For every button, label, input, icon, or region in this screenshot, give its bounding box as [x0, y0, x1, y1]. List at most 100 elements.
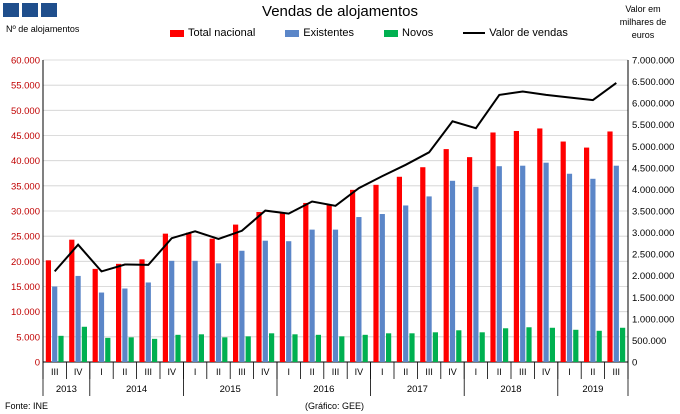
bar-total — [490, 132, 496, 362]
x-tick-label: IV — [74, 367, 83, 377]
logo-block — [22, 3, 38, 17]
bar-total — [373, 184, 379, 362]
bar-existentes — [356, 217, 362, 362]
legend-swatch-total — [170, 29, 184, 37]
bar-existentes — [169, 260, 175, 362]
y2-tick-label: 3.500.000 — [632, 207, 674, 218]
bar-total — [186, 232, 192, 362]
y2-tick-label: 1.500.000 — [632, 293, 674, 304]
legend-swatch-existentes — [285, 29, 300, 37]
legend-swatch-valor — [463, 32, 486, 34]
chart-title: Vendas de alojamentos — [262, 3, 418, 20]
y2-tick-label: 4.000.000 — [632, 185, 674, 196]
y-tick-label: 40.000 — [11, 156, 40, 167]
x-tick-label: II — [590, 367, 595, 377]
bar-existentes — [145, 282, 151, 362]
bar-total — [513, 130, 519, 362]
legend-item-total: Total nacional — [170, 27, 255, 39]
y2-tick-label: 2.000.000 — [632, 271, 674, 282]
y2-tick-label: 5.500.000 — [632, 120, 674, 131]
bar-novos — [315, 334, 321, 362]
bar-novos — [292, 334, 298, 362]
y-tick-label: 20.000 — [11, 257, 40, 268]
bar-total — [233, 224, 239, 362]
y-tick-label: 25.000 — [11, 232, 40, 243]
x-tick-label: II — [497, 367, 502, 377]
x-tick-label: III — [613, 367, 621, 377]
bar-novos — [339, 336, 345, 362]
y-tick-label: 60.000 — [11, 56, 40, 67]
bar-existentes — [309, 229, 315, 362]
bar-total — [420, 167, 426, 362]
x-tick-label: I — [568, 367, 571, 377]
x-tick-label: III — [425, 367, 433, 377]
x-tick-label: IV — [167, 367, 176, 377]
bar-existentes — [52, 286, 58, 362]
legend-label-existentes: Existentes — [303, 27, 355, 39]
bar-existentes — [496, 166, 502, 362]
bar-novos — [549, 327, 555, 362]
x-tick-label: IV — [448, 367, 457, 377]
y-tick-label: 0 — [35, 358, 40, 369]
y-tick-label: 50.000 — [11, 106, 40, 117]
x-tick-label: III — [51, 367, 59, 377]
y-tick-label: 55.000 — [11, 81, 40, 92]
y-tick-label: 15.000 — [11, 282, 40, 293]
bar-total — [537, 128, 543, 362]
y2-tick-label: 1.000.000 — [632, 314, 674, 325]
bar-novos — [386, 333, 392, 362]
credit-note: (Gráfico: GEE) — [305, 401, 365, 411]
x-tick-label: I — [287, 367, 290, 377]
x-tick-label: III — [519, 367, 527, 377]
right-axis-label: Valor em milhares de euros — [619, 4, 667, 40]
legend-item-valor: Valor de vendas — [463, 27, 568, 39]
bar-novos — [58, 335, 64, 362]
bar-existentes — [520, 165, 526, 362]
legend-label-novos: Novos — [402, 27, 434, 39]
bar-novos — [222, 337, 228, 362]
bar-existentes — [262, 240, 268, 362]
legend: Total nacional Existentes Novos Valor de… — [170, 27, 568, 39]
x-tick-label: IV — [542, 367, 551, 377]
bar-novos — [362, 334, 368, 362]
bar-existentes — [286, 241, 292, 362]
y2-tick-label: 500.000 — [632, 336, 666, 347]
legend-label-total: Total nacional — [188, 27, 256, 39]
bar-existentes — [449, 180, 456, 362]
bar-novos — [456, 330, 462, 362]
bar-total — [467, 157, 473, 362]
bar-novos — [81, 326, 87, 362]
bar-existentes — [98, 292, 105, 362]
bar-existentes — [613, 165, 619, 362]
x-tick-label: I — [100, 367, 103, 377]
x-tick-label: III — [145, 367, 153, 377]
bar-total — [560, 141, 566, 362]
year-label: 2017 — [407, 384, 428, 395]
bar-existentes — [239, 250, 245, 362]
source-note: Fonte: INE — [5, 401, 49, 411]
bar-total — [45, 260, 51, 362]
year-label: 2019 — [582, 384, 603, 395]
bar-novos — [596, 330, 602, 362]
bar-novos — [620, 327, 626, 362]
bar-total — [116, 263, 122, 362]
bar-novos — [526, 327, 532, 362]
bar-existentes — [426, 196, 432, 362]
bar-total — [209, 238, 215, 362]
bar-total — [584, 147, 590, 362]
x-tick-label: I — [194, 367, 197, 377]
y-tick-label: 45.000 — [11, 131, 40, 142]
bar-novos — [573, 329, 579, 362]
x-tick-label: IV — [261, 367, 270, 377]
year-label: 2014 — [126, 384, 147, 395]
bar-novos — [175, 334, 181, 362]
bar-novos — [245, 336, 251, 362]
y2-tick-label: 3.000.000 — [632, 228, 674, 239]
bar-existentes — [566, 173, 573, 362]
bar-existentes — [215, 263, 222, 362]
y2-tick-label: 6.500.000 — [632, 77, 674, 88]
bar-novos — [269, 333, 275, 362]
bar-novos — [409, 333, 415, 362]
legend-item-existentes: Existentes — [285, 27, 354, 39]
bar-total — [69, 239, 75, 362]
